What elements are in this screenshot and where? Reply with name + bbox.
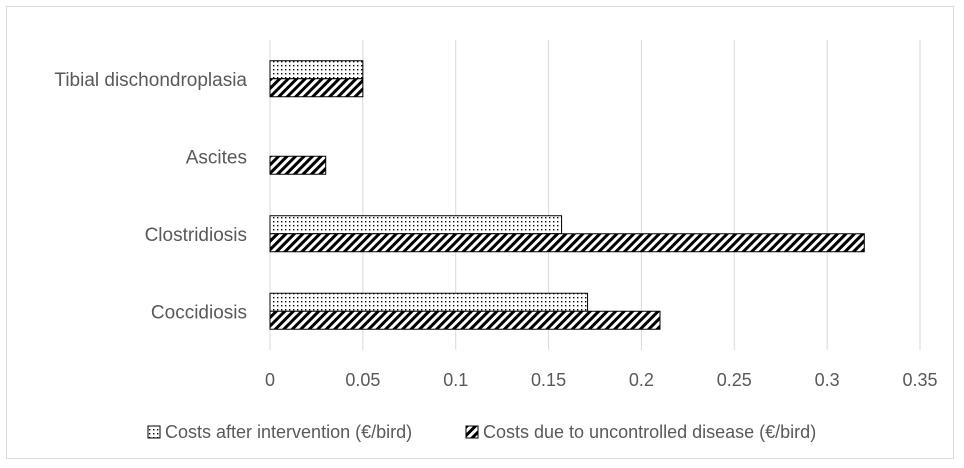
legend-label-0: Costs after intervention (€/bird) <box>165 422 412 442</box>
category-label: Ascites <box>186 147 247 168</box>
x-tick-label: 0.15 <box>531 370 566 390</box>
legend-swatch-1 <box>465 425 479 439</box>
bar-uncontrolled-3 <box>269 310 661 330</box>
category-label: Clostridiosis <box>145 225 247 246</box>
bar-after-intervention-2 <box>269 215 563 235</box>
legend-label-1: Costs due to uncontrolled disease (€/bir… <box>483 422 816 442</box>
x-tick-label: 0.2 <box>629 370 654 390</box>
x-tick-label: 0.3 <box>815 370 840 390</box>
bar-uncontrolled-1 <box>269 155 327 175</box>
category-label: Tibial dischondroplasia <box>54 70 247 91</box>
category-labels: Tibial dischondroplasia Ascites Clostridio… <box>54 70 247 324</box>
bar-after-intervention-0 <box>269 60 364 80</box>
category-label: Coccidiosis <box>151 302 247 323</box>
bar-uncontrolled-2 <box>269 233 865 253</box>
x-tick-label: 0 <box>265 370 275 390</box>
x-tick-label: 0.1 <box>443 370 468 390</box>
x-tick-label: 0.35 <box>902 370 937 390</box>
legend-swatch-0 <box>147 425 161 439</box>
x-axis-tick-labels: 0 0.05 0.1 0.15 0.2 0.25 0.3 0.35 <box>265 370 938 390</box>
legend: Costs after intervention (€/bird) Costs d… <box>147 422 816 442</box>
x-tick-label: 0.25 <box>717 370 752 390</box>
bars <box>269 60 865 330</box>
x-tick-label: 0.05 <box>345 370 380 390</box>
bar-after-intervention-3 <box>269 292 589 312</box>
bar-uncontrolled-0 <box>269 78 364 98</box>
